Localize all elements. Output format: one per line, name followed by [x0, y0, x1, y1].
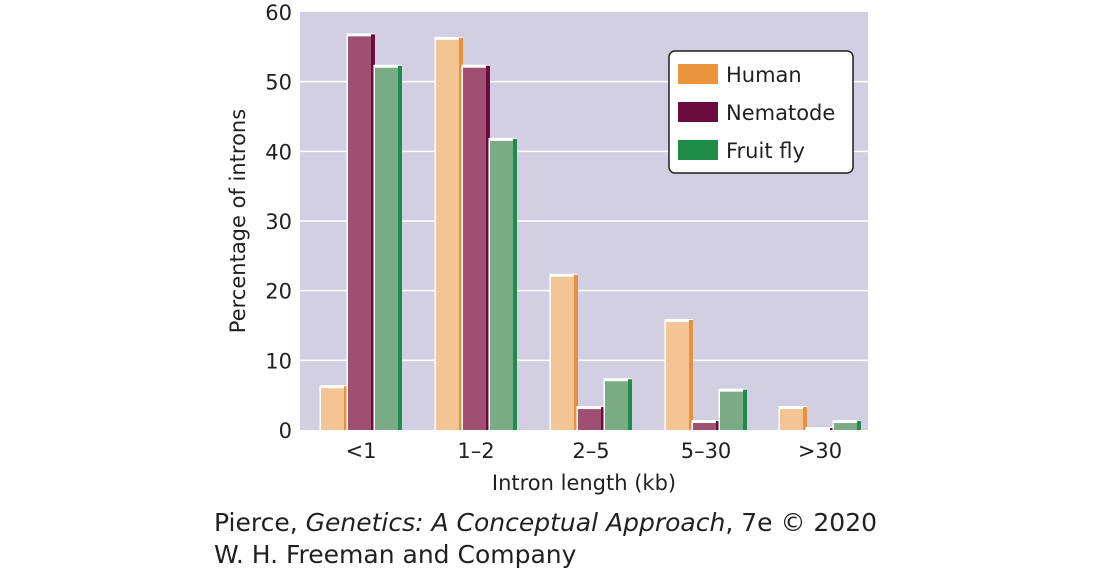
y-tick-label-10: 10	[265, 349, 292, 373]
credit-line-1: Pierce, Genetics: A Conceptual Approach,…	[214, 508, 877, 537]
y-tick-label-50: 50	[265, 71, 292, 95]
bar-nematode-gt-30	[805, 427, 834, 430]
x-tick-label-lt-1: <1	[346, 439, 377, 463]
bar-face	[321, 388, 344, 430]
x-tick-label-5-30: 5–30	[681, 439, 732, 463]
bar-side	[830, 428, 834, 430]
bar-human-2-5	[549, 273, 578, 430]
bar-side	[743, 389, 747, 430]
bar-face	[551, 276, 574, 430]
legend-swatch-nematode	[678, 102, 718, 122]
bar-face	[605, 381, 628, 430]
x-axis-ticks: <1 1–2 2–5 5–30 >30	[346, 439, 843, 463]
y-tick-label-30: 30	[265, 210, 292, 234]
bar-fruit-fly-1-2	[488, 137, 517, 430]
y-axis-title: Percentage of introns	[226, 109, 250, 333]
bar-human-gt-30	[778, 406, 807, 430]
bar-nematode-1-2	[461, 64, 490, 430]
y-axis-ticks: 0 10 20 30 40 50 60	[265, 1, 292, 443]
credit-line-2: W. H. Freeman and Company	[214, 540, 576, 569]
x-axis-title: Intron length (kb)	[492, 471, 676, 495]
bar-face	[463, 67, 486, 430]
bar-side	[689, 320, 693, 430]
bar-side	[803, 407, 807, 430]
bar-fruit-fly-lt-1	[373, 64, 402, 430]
bar-side	[459, 37, 463, 430]
y-tick-label-20: 20	[265, 280, 292, 304]
bar-side	[574, 274, 578, 430]
legend-label-fruit-fly: Fruit fly	[726, 139, 805, 163]
legend-swatch-human	[678, 64, 718, 84]
credit-publisher: W. H. Freeman and Company	[214, 540, 577, 569]
bar-side	[398, 65, 402, 430]
bar-side	[513, 138, 517, 430]
y-tick-label-40: 40	[265, 140, 292, 164]
bar-fruit-fly-2-5	[603, 378, 632, 430]
bar-face	[348, 36, 371, 431]
x-tick-label-1-2: 1–2	[457, 439, 494, 463]
credit-author: Pierce,	[214, 508, 306, 537]
bar-nematode-5-30	[691, 420, 720, 430]
bar-face	[666, 322, 689, 430]
bars	[319, 33, 861, 431]
bar-side	[628, 379, 632, 430]
bar-side	[601, 407, 605, 430]
bar-human-lt-1	[319, 385, 348, 430]
bar-fruit-fly-gt-30	[832, 420, 861, 430]
bar-human-5-30	[664, 319, 693, 430]
bar-fruit-fly-5-30	[718, 388, 747, 430]
bar-side	[486, 65, 490, 430]
bar-side	[857, 421, 861, 430]
bar-nematode-lt-1	[346, 33, 375, 431]
bar-face	[436, 39, 459, 430]
x-tick-label-gt-30: >30	[798, 439, 842, 463]
bar-human-1-2	[434, 36, 463, 430]
credit-book-title: Genetics: A Conceptual Approach	[305, 508, 726, 537]
bar-face	[375, 67, 398, 430]
y-tick-label-60: 60	[265, 1, 292, 25]
legend-swatch-fruit-fly	[678, 140, 718, 160]
bar-face	[834, 423, 857, 430]
bar-face	[490, 140, 513, 430]
legend-label-human: Human	[726, 63, 802, 87]
y-tick-label-0: 0	[279, 419, 292, 443]
x-tick-label-2-5: 2–5	[572, 439, 609, 463]
bar-side	[344, 386, 348, 430]
legend: Human Nematode Fruit fly	[668, 50, 854, 174]
bar-nematode-2-5	[576, 406, 605, 430]
bar-face	[780, 409, 803, 430]
legend-label-nematode: Nematode	[726, 101, 835, 125]
bar-side	[716, 421, 720, 430]
bar-outline	[805, 427, 834, 430]
bar-face	[693, 423, 716, 430]
bar-face	[720, 391, 743, 430]
bar-face	[578, 409, 601, 430]
credit-edition: , 7e © 2020	[725, 508, 878, 537]
bar-side	[371, 34, 375, 431]
